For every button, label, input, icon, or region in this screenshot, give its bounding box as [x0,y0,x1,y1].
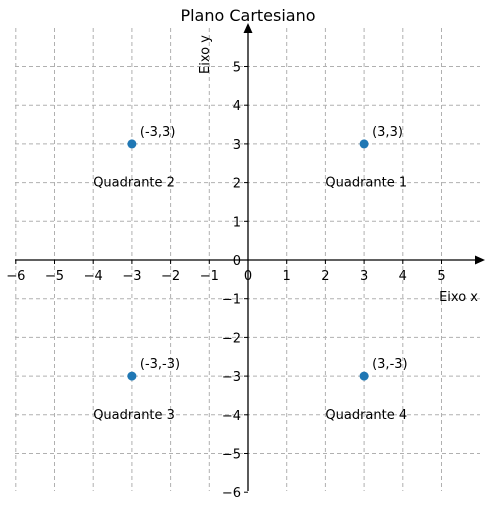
chart-title: Plano Cartesiano [180,6,315,25]
y-tick-label: −3 [222,370,241,385]
point-label: (-3,3) [140,125,176,140]
y-axis-arrow-icon [243,23,253,33]
y-tick-label: 4 [233,99,241,114]
quadrant-label: Quadrante 3 [93,408,175,423]
points-layer [127,139,369,381]
x-tick-label: 1 [283,269,291,284]
y-tick-label: −5 [222,448,241,463]
y-tick-label: 1 [233,215,241,230]
quadrant-label: Quadrante 2 [93,176,175,191]
quadrant-label: Quadrante 4 [325,408,407,423]
x-tick-label: 2 [321,269,329,284]
x-tick-label: 5 [437,269,445,284]
x-axis-arrow-icon [475,255,485,265]
y-tick-label: 3 [233,138,241,153]
x-tick-label: −3 [122,269,141,284]
point-label: (3,-3) [372,357,408,372]
y-tick-label: −6 [222,486,241,501]
y-tick-label: −1 [222,293,241,308]
data-point [359,139,369,149]
x-tick-label: −5 [45,269,64,284]
data-point [127,139,137,149]
y-tick-label: 0 [233,254,241,269]
x-tick-label: 0 [244,269,252,284]
x-tick-label: −1 [200,269,219,284]
data-point [359,371,369,381]
point-label: (-3,-3) [140,357,180,372]
y-tick-label: 2 [233,177,241,192]
quadrant-label: Quadrante 1 [325,176,407,191]
axes-layer [15,23,485,491]
y-tick-label: 5 [233,61,241,76]
y-tick-label: −4 [222,409,241,424]
labels-layer: (3,3) (-3,3) (-3,-3) (3,-3) Quadrante 1 Quadr… [93,125,407,423]
x-tick-label: −2 [161,269,180,284]
x-axis-label: Eixo x [439,290,478,305]
x-tick-label: −6 [6,269,25,284]
y-axis-label: Eixo y [198,35,213,74]
y-tick-label: −2 [222,331,241,346]
x-tick-label: 3 [360,269,368,284]
x-tick-label: −4 [84,269,103,284]
x-tick-label: 4 [399,269,407,284]
point-label: (3,3) [372,125,403,140]
data-point [127,371,137,381]
